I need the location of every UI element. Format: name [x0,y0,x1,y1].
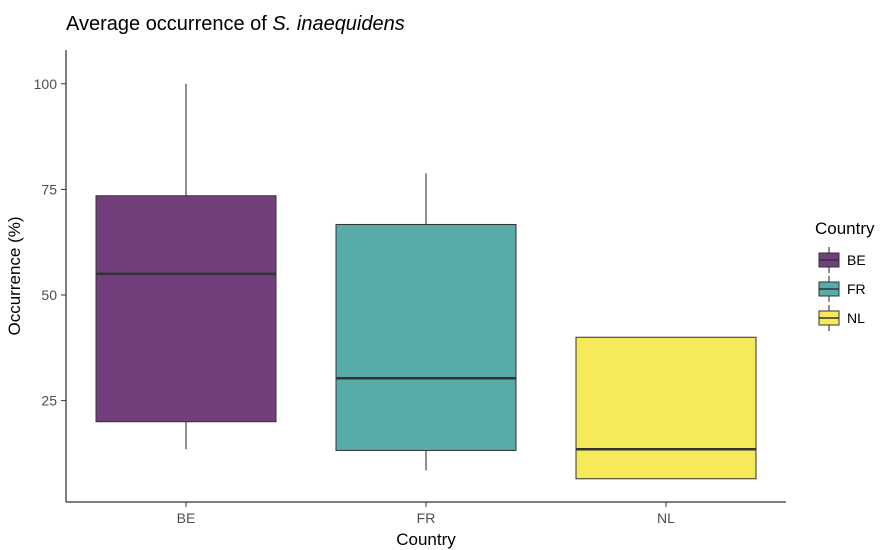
x-axis-title: Country [396,530,456,549]
x-tick-label: BE [177,510,196,526]
y-tick-label: 100 [34,76,58,92]
box-be [95,83,277,450]
legend-item-fr: FR [818,276,866,302]
legend-item-nl: NL [818,305,865,331]
x-axis-ticks: BE FR NL [177,502,675,526]
y-tick-label: 25 [41,393,57,409]
box-iqr [335,223,517,451]
box-fr [335,173,517,471]
y-tick-label: 75 [41,181,57,197]
box-iqr [95,195,277,423]
y-axis-ticks: 25 50 75 100 [34,76,66,409]
chart-title-species: S. inaequidens [272,13,404,35]
legend: Country BE FR NL [815,219,875,331]
y-tick-label: 50 [41,287,57,303]
x-tick-label: FR [417,510,436,526]
plot-area [95,83,757,480]
x-tick-label: NL [657,510,675,526]
legend-label: FR [847,281,866,297]
y-axis-title: Occurrence (%) [5,216,24,335]
chart-title: Average occurrence of S. inaequidens [66,13,405,35]
legend-label: BE [847,252,866,268]
box-nl [575,336,757,480]
legend-item-be: BE [818,247,866,273]
chart-title-prefix: Average occurrence of [66,13,272,35]
legend-label: NL [847,310,865,326]
legend-title: Country [815,219,875,238]
box-iqr [575,336,757,480]
